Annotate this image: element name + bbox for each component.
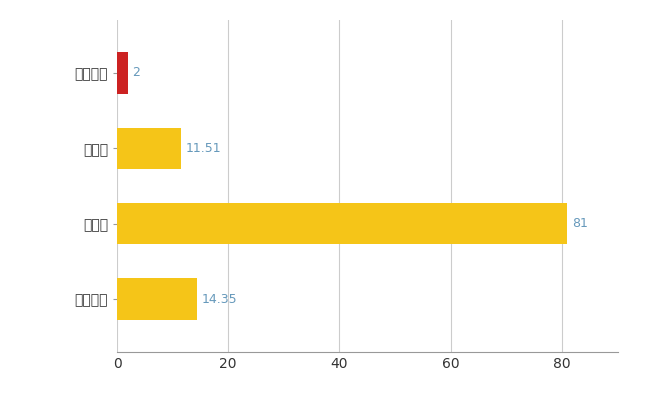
Text: 81: 81 <box>572 217 588 230</box>
Bar <box>117 52 128 94</box>
Text: 14.35: 14.35 <box>202 293 237 306</box>
Bar <box>117 203 567 244</box>
Bar <box>117 278 197 320</box>
Text: 11.51: 11.51 <box>185 142 221 155</box>
Text: 2: 2 <box>133 66 140 79</box>
Bar <box>117 128 181 169</box>
